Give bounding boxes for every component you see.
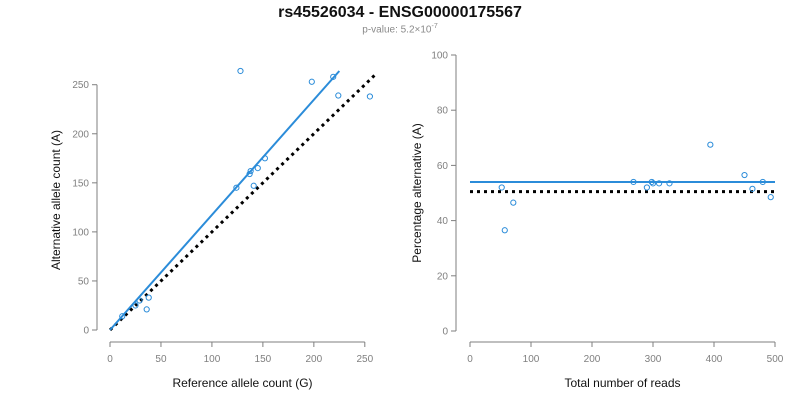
left-data-point — [145, 294, 152, 301]
right-data-point — [656, 180, 663, 187]
left-fit-line — [109, 70, 341, 331]
left-y-tick-label: 250 — [72, 80, 89, 91]
right-data-point — [501, 227, 508, 234]
left-data-point — [250, 182, 257, 189]
right-x-tick-label: 200 — [584, 354, 601, 365]
chart-title: rs45526034 - ENSG00000175567 — [278, 4, 522, 21]
right-x-tick-label: 500 — [767, 354, 784, 365]
left-data-point — [254, 165, 261, 172]
left-data-point — [136, 297, 143, 304]
left-x-axis-label: Reference allele count (G) — [172, 376, 312, 390]
left-data-point — [330, 73, 337, 80]
pvalue-text: p-value: 5.2×10 — [362, 24, 432, 36]
right-data-point — [630, 178, 637, 186]
chart-subtitle: p-value: 5.2×10-7 — [0, 23, 800, 35]
right-data-point — [649, 180, 657, 187]
right-y-tick-label: 40 — [437, 216, 449, 227]
left-data-point — [119, 313, 126, 320]
right-data-point — [643, 184, 651, 191]
left-x-tick-label: 200 — [306, 354, 323, 365]
left-reference-line — [108, 71, 379, 332]
right-data-point — [707, 141, 714, 148]
left-data-point — [233, 184, 240, 191]
right-y-tick-label: 60 — [437, 161, 449, 172]
left-y-tick-label: 200 — [72, 129, 89, 140]
right-x-tick-label: 100 — [523, 354, 540, 365]
right-y-tick-label: 0 — [442, 327, 448, 338]
right-data-point — [759, 178, 766, 186]
left-x-tick-label: 0 — [107, 354, 113, 365]
right-y-axis-label: Percentage alternative (A) — [410, 123, 424, 262]
left-data-point — [247, 167, 254, 175]
right-y-tick-label: 100 — [431, 51, 448, 62]
left-data-point — [261, 155, 269, 162]
right-x-tick-label: 0 — [467, 354, 473, 365]
allele-count-panel: 0 50 100 150 200 250 0 50 100 150 200 250 Reference … — [49, 67, 379, 390]
left-data-point — [308, 78, 315, 85]
left-data-point — [246, 170, 253, 178]
left-y-axis-label: Alternative allele count (A) — [49, 130, 63, 270]
left-x-tick-label: 250 — [356, 354, 373, 365]
right-data-point — [510, 199, 517, 206]
right-y-tick-label: 80 — [437, 106, 449, 117]
left-x-tick-label: 50 — [155, 354, 167, 365]
left-data-point — [366, 93, 374, 100]
right-x-tick-label: 400 — [706, 354, 723, 365]
left-y-tick-label: 50 — [78, 276, 90, 287]
right-data-point — [741, 171, 748, 179]
left-x-tick-label: 100 — [204, 354, 221, 365]
right-data-point — [749, 185, 756, 192]
percentage-panel: 0 100 200 300 400 500 0 20 40 60 80 100 Total number… — [410, 51, 784, 391]
right-y-tick-label: 20 — [437, 271, 449, 282]
right-data-point — [666, 180, 673, 187]
left-y-tick-label: 150 — [72, 178, 89, 189]
left-data-point — [132, 302, 139, 309]
pvalue-exponent: -7 — [431, 23, 438, 30]
left-y-tick-label: 100 — [72, 227, 89, 238]
right-data-point — [767, 194, 774, 201]
left-x-tick-label: 150 — [255, 354, 272, 365]
left-y-tick-label: 0 — [83, 326, 89, 337]
left-data-point — [335, 92, 342, 99]
left-data-point — [143, 306, 150, 313]
right-data-point — [648, 178, 655, 186]
right-x-axis-label: Total number of reads — [564, 376, 680, 390]
right-x-tick-label: 300 — [645, 354, 662, 365]
right-data-point — [498, 184, 505, 191]
left-data-point — [237, 67, 244, 75]
